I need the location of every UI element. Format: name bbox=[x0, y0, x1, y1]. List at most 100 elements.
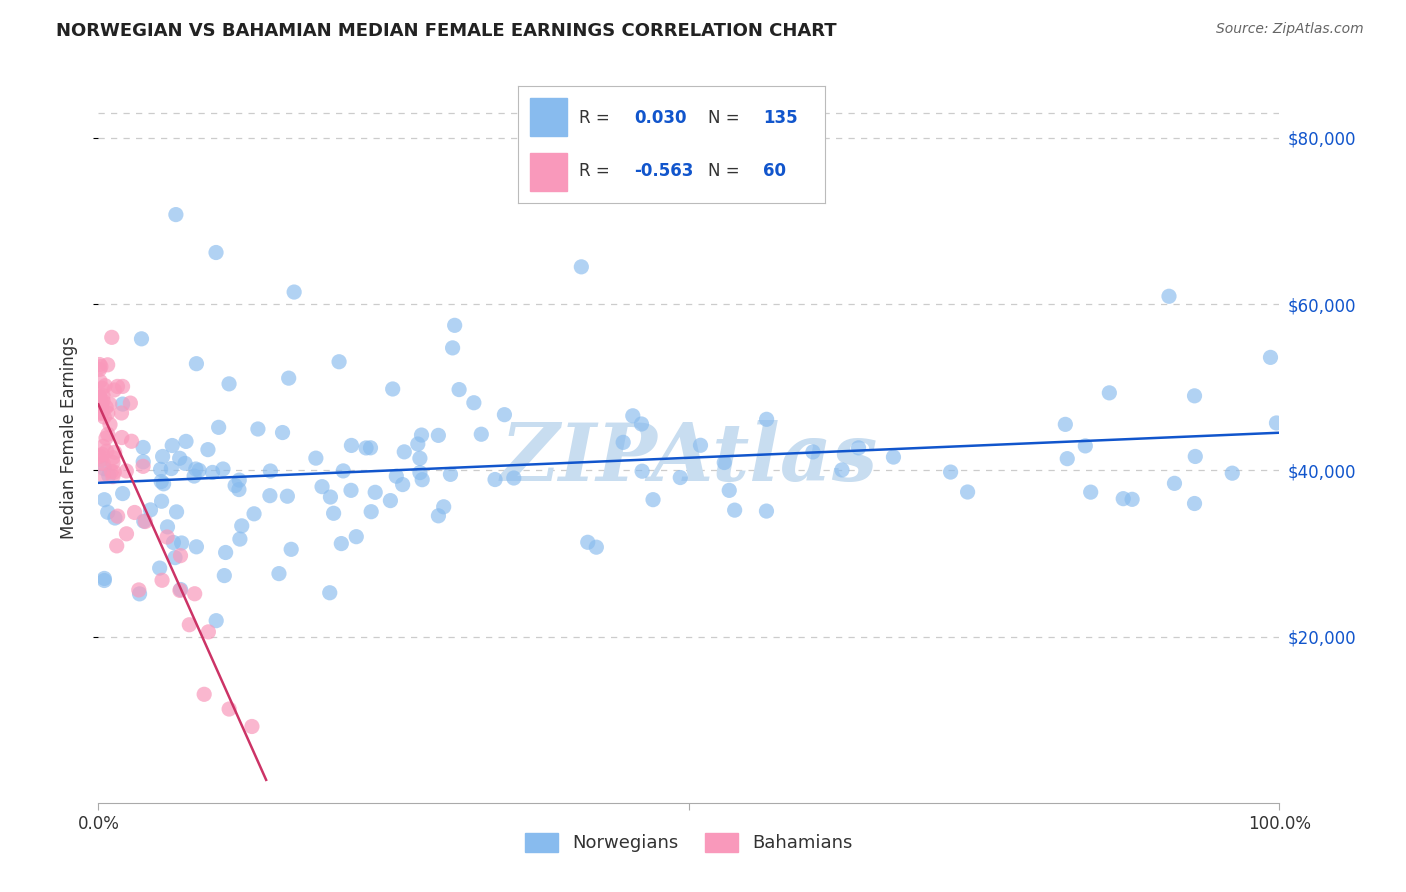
Norwegians bbox=[449, 383, 471, 397]
Norwegians bbox=[340, 438, 363, 452]
Norwegians bbox=[150, 494, 173, 508]
Bahamians bbox=[96, 444, 118, 458]
Norwegians bbox=[283, 285, 305, 299]
Norwegians bbox=[1121, 492, 1143, 507]
Norwegians bbox=[305, 451, 328, 466]
Bahamians bbox=[90, 359, 112, 374]
Bahamians bbox=[179, 617, 201, 632]
Norwegians bbox=[319, 490, 342, 504]
Bahamians bbox=[91, 447, 114, 461]
Norwegians bbox=[152, 450, 174, 464]
Bahamians bbox=[101, 450, 124, 465]
Text: Source: ZipAtlas.com: Source: ZipAtlas.com bbox=[1216, 22, 1364, 37]
Norwegians bbox=[848, 441, 870, 455]
Norwegians bbox=[160, 461, 183, 475]
Norwegians bbox=[612, 435, 634, 450]
Bahamians bbox=[156, 530, 179, 544]
Norwegians bbox=[330, 536, 353, 550]
Norwegians bbox=[132, 455, 155, 469]
Bahamians bbox=[105, 539, 128, 553]
Norwegians bbox=[322, 506, 344, 520]
Norwegians bbox=[163, 550, 186, 565]
Norwegians bbox=[470, 427, 492, 442]
Bahamians bbox=[132, 459, 155, 474]
Bahamians bbox=[134, 515, 156, 529]
Norwegians bbox=[166, 505, 188, 519]
Norwegians bbox=[939, 465, 962, 479]
Bahamians bbox=[100, 465, 122, 479]
Norwegians bbox=[360, 505, 382, 519]
Norwegians bbox=[463, 396, 485, 410]
Norwegians bbox=[441, 341, 464, 355]
Norwegians bbox=[280, 542, 302, 557]
Norwegians bbox=[443, 318, 465, 333]
Bahamians bbox=[100, 330, 122, 344]
Norwegians bbox=[724, 503, 747, 517]
Norwegians bbox=[259, 464, 281, 478]
Norwegians bbox=[156, 520, 179, 534]
Norwegians bbox=[131, 332, 153, 346]
Norwegians bbox=[427, 508, 450, 523]
Norwegians bbox=[409, 466, 432, 480]
Norwegians bbox=[340, 483, 363, 498]
Norwegians bbox=[394, 445, 416, 459]
Norwegians bbox=[364, 485, 387, 500]
Bahamians bbox=[197, 624, 219, 639]
Norwegians bbox=[332, 464, 354, 478]
Bahamians bbox=[193, 687, 215, 701]
Norwegians bbox=[718, 483, 741, 498]
Text: ZIPAtlas: ZIPAtlas bbox=[501, 420, 877, 498]
Norwegians bbox=[149, 561, 172, 575]
Norwegians bbox=[1112, 491, 1135, 506]
Norwegians bbox=[1157, 289, 1180, 303]
Norwegians bbox=[689, 438, 711, 452]
Norwegians bbox=[1184, 389, 1206, 403]
Norwegians bbox=[380, 493, 402, 508]
Norwegians bbox=[174, 457, 197, 471]
Norwegians bbox=[569, 260, 592, 274]
Norwegians bbox=[630, 417, 652, 431]
Norwegians bbox=[1080, 485, 1102, 500]
Norwegians bbox=[1265, 416, 1288, 430]
Norwegians bbox=[1054, 417, 1077, 432]
Norwegians bbox=[150, 475, 173, 489]
Bahamians bbox=[91, 467, 114, 482]
Norwegians bbox=[381, 382, 404, 396]
Bahamians bbox=[121, 434, 143, 449]
Bahamians bbox=[183, 587, 205, 601]
Norwegians bbox=[411, 428, 433, 442]
Norwegians bbox=[713, 456, 735, 470]
Norwegians bbox=[801, 445, 824, 459]
Norwegians bbox=[169, 582, 191, 597]
Norwegians bbox=[585, 540, 607, 554]
Bahamians bbox=[96, 400, 118, 414]
Norwegians bbox=[621, 409, 644, 423]
Bahamians bbox=[91, 389, 114, 403]
Norwegians bbox=[1184, 450, 1206, 464]
Norwegians bbox=[212, 462, 235, 476]
Bahamians bbox=[128, 582, 150, 597]
Norwegians bbox=[93, 492, 115, 507]
Bahamians bbox=[101, 456, 124, 470]
Norwegians bbox=[97, 468, 120, 483]
Norwegians bbox=[97, 505, 120, 519]
Norwegians bbox=[214, 568, 236, 582]
Bahamians bbox=[107, 509, 129, 524]
Norwegians bbox=[104, 511, 127, 525]
Norwegians bbox=[276, 489, 298, 503]
Norwegians bbox=[93, 461, 115, 475]
Norwegians bbox=[149, 462, 172, 476]
Norwegians bbox=[111, 486, 134, 500]
Norwegians bbox=[1184, 496, 1206, 510]
Norwegians bbox=[669, 470, 692, 484]
Norwegians bbox=[391, 477, 413, 491]
Bahamians bbox=[98, 417, 121, 432]
Bahamians bbox=[90, 405, 112, 419]
Norwegians bbox=[183, 469, 205, 483]
Norwegians bbox=[956, 485, 979, 500]
Norwegians bbox=[165, 208, 187, 222]
Legend: Norwegians, Bahamians: Norwegians, Bahamians bbox=[517, 826, 860, 860]
Norwegians bbox=[228, 473, 250, 487]
Bahamians bbox=[111, 379, 134, 393]
Norwegians bbox=[128, 587, 150, 601]
